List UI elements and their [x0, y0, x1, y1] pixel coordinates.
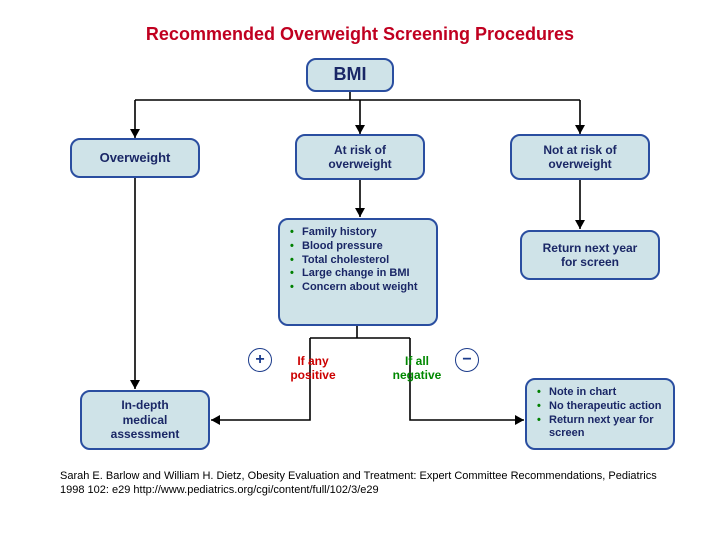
node-bmi: BMI	[306, 58, 394, 92]
node-overweight: Overweight	[70, 138, 200, 178]
symbol-plus: +	[248, 348, 272, 372]
node-atrisk: At risk ofoverweight	[295, 134, 425, 180]
edge-4	[211, 326, 524, 420]
citation-text: Sarah E. Barlow and William H. Dietz, Ob…	[60, 470, 660, 498]
listnode-assesslist: Family historyBlood pressureTotal choles…	[278, 218, 438, 326]
node-returnyr: Return next yearfor screen	[520, 230, 660, 280]
diagram-title: Recommended Overweight Screening Procedu…	[0, 24, 720, 45]
edge-0	[135, 92, 580, 138]
node-indepth: In-depthmedicalassessment	[80, 390, 210, 450]
branch-label-neg: If allnegative	[382, 354, 452, 382]
branch-label-pos: If anypositive	[278, 354, 348, 382]
symbol-minus: −	[455, 348, 479, 372]
node-notatrisk: Not at risk ofoverweight	[510, 134, 650, 180]
listnode-negoutcome: Note in chartNo therapeutic actionReturn…	[525, 378, 675, 450]
